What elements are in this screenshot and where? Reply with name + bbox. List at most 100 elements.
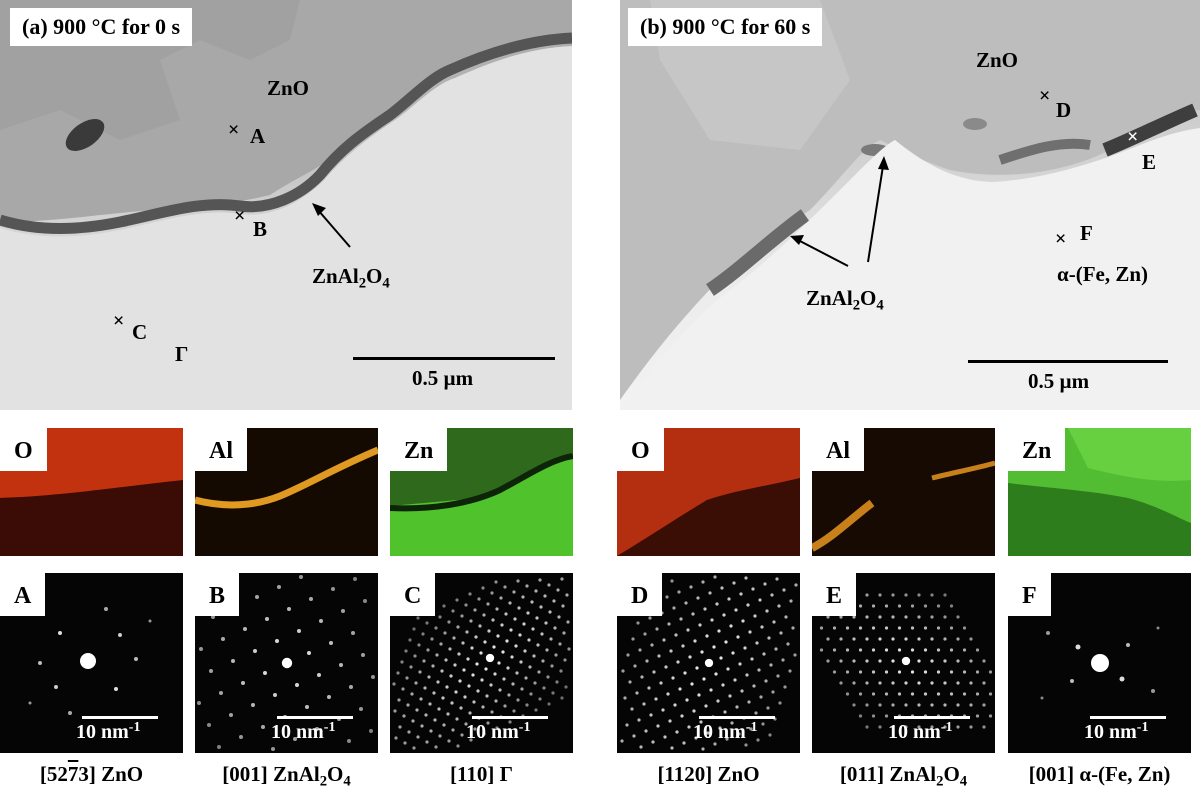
dp-scale-bar <box>277 716 353 719</box>
diffraction-spot <box>526 611 530 615</box>
point-b-label: B <box>253 217 268 241</box>
diffraction-spot <box>351 631 355 635</box>
diffraction-spot <box>508 601 512 605</box>
diffraction-spot <box>396 671 400 675</box>
scale-bar-a <box>353 357 555 360</box>
diffraction-spot <box>491 618 495 622</box>
diffraction-spot <box>832 670 837 674</box>
diffraction-spot <box>521 595 525 599</box>
diffraction-spot <box>329 641 333 645</box>
diffraction-spot <box>647 686 651 690</box>
dp-f-spots <box>1040 626 1160 700</box>
diffraction-spot <box>949 670 954 674</box>
diffraction-spot <box>943 681 947 685</box>
diffraction-spot <box>393 709 397 713</box>
diffraction-spot <box>239 735 243 739</box>
diffraction-spot <box>281 657 293 669</box>
diffraction-spot <box>552 599 556 603</box>
diffraction-spot <box>524 676 528 680</box>
diffraction-spot <box>936 670 941 674</box>
diffraction-spot <box>436 680 440 684</box>
diffraction-spot <box>477 597 481 601</box>
diffraction-spot <box>473 727 477 731</box>
diffraction-spot <box>743 646 747 650</box>
tem-image-b: (b) 900 °C for 60 s ZnO × D × E × F α-(F… <box>620 0 1200 410</box>
diffraction-spot <box>884 692 889 696</box>
map-zn-b: Zn <box>1008 428 1191 556</box>
dp-scale-text: 10 nm-1 <box>76 720 141 744</box>
dp-tag-b: B <box>195 573 240 616</box>
diffraction-spot <box>713 742 717 746</box>
diffraction-spot <box>891 681 895 685</box>
diffraction-spot <box>982 725 986 729</box>
diffraction-spot <box>884 604 889 608</box>
diffraction-spot <box>550 664 554 668</box>
diffraction-spot <box>484 667 488 671</box>
diffraction-spot <box>734 608 738 612</box>
diffraction-spot <box>400 660 404 664</box>
diffraction-spot <box>567 647 571 651</box>
diffraction-spot <box>420 724 424 728</box>
diffraction-spot <box>547 702 551 706</box>
diffraction-spot <box>637 718 641 722</box>
diffraction-spot <box>845 692 850 696</box>
diffraction-spot <box>464 722 468 726</box>
diffraction-spot <box>434 745 438 749</box>
diffraction-spot <box>724 640 728 644</box>
diffraction-spot <box>632 734 636 738</box>
diffraction-spot <box>457 652 461 656</box>
diffraction-spot <box>319 619 323 623</box>
diffraction-spot <box>871 626 876 630</box>
diffraction-spot <box>764 679 768 683</box>
diffraction-spot <box>982 681 986 685</box>
diffraction-spot <box>643 632 647 636</box>
diffraction-spot <box>791 626 795 630</box>
gamma-label: Γ <box>175 342 189 366</box>
diffraction-spot <box>555 680 559 684</box>
alpha-label: α-(Fe, Zn) <box>1057 262 1149 286</box>
diffraction-spot <box>545 648 549 652</box>
diffraction-spot <box>438 615 442 619</box>
alpha-region-b <box>620 128 1200 410</box>
diffraction-spot <box>731 651 735 655</box>
diffraction-spot <box>422 659 426 663</box>
diffraction-spot <box>458 679 462 683</box>
diffraction-spot <box>772 620 776 624</box>
diffraction-spot <box>675 730 679 734</box>
diffraction-spot <box>657 654 661 658</box>
diffraction-spot <box>686 628 690 632</box>
diffraction-spot <box>865 637 869 641</box>
diffraction-spot <box>631 637 635 641</box>
diffraction-spot <box>544 621 548 625</box>
diffraction-spot <box>670 579 674 583</box>
diffraction-spot <box>904 725 908 729</box>
diffraction-spot <box>451 728 455 732</box>
diffraction-spot <box>865 703 869 707</box>
zone-axis-d: [1120] ZnO <box>657 762 760 786</box>
diffraction-spot <box>418 670 422 674</box>
diffraction-spot <box>755 641 759 645</box>
diffraction-spot <box>444 658 448 662</box>
diffraction-spot <box>704 658 714 668</box>
diffraction-spot <box>943 703 947 707</box>
diffraction-spot <box>839 615 843 619</box>
diffraction-spot <box>416 735 420 739</box>
diffraction-spot <box>515 671 519 675</box>
diffraction-spot <box>394 736 398 740</box>
diffraction-spot <box>485 653 495 663</box>
diffraction-spot <box>541 659 545 663</box>
diffraction-spot <box>449 674 453 678</box>
diffraction-spot <box>748 630 752 634</box>
diffraction-spot <box>923 648 928 652</box>
diffraction-spot <box>884 648 889 652</box>
diffraction-spot <box>715 602 719 606</box>
diffraction-spot <box>510 655 514 659</box>
diffraction-spot <box>741 619 745 623</box>
diffraction-spot <box>299 575 303 579</box>
diffraction-spot <box>412 746 416 750</box>
diffraction-spot <box>459 706 463 710</box>
map-tag-o-b: O <box>617 428 664 471</box>
diffraction-spot <box>681 644 685 648</box>
diffraction-spot <box>677 590 681 594</box>
diffraction-spot <box>878 703 882 707</box>
